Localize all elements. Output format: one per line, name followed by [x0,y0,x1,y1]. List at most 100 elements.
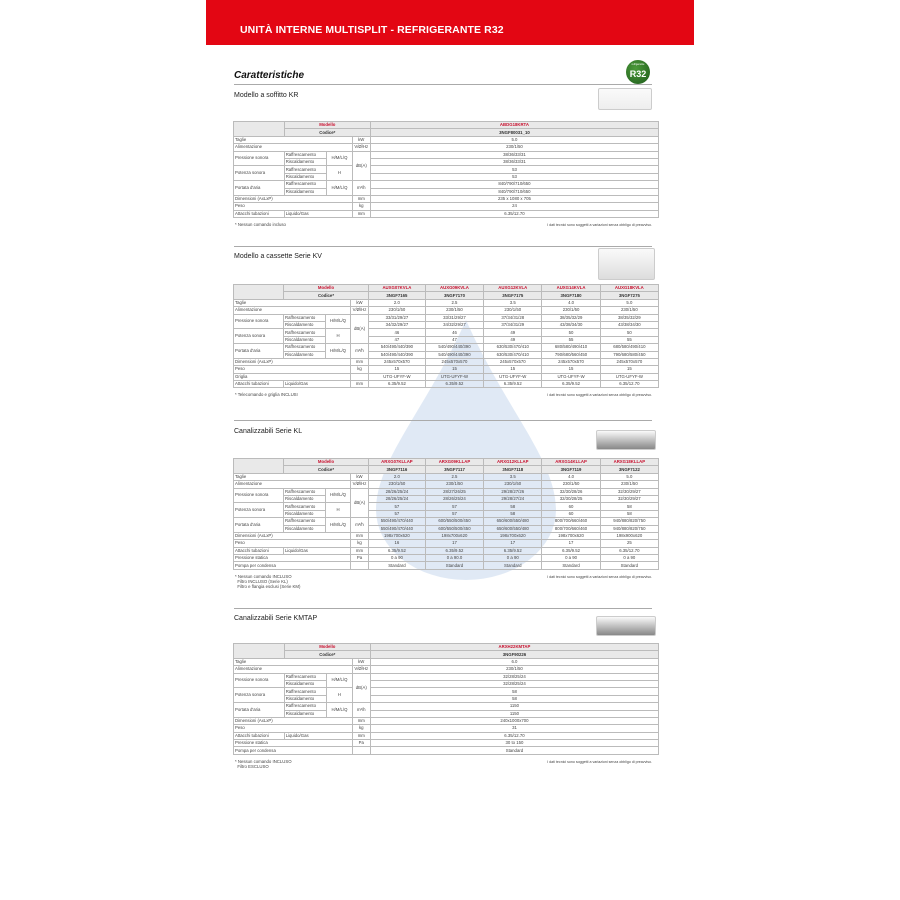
row-mode: H/M/L/Q [326,150,353,167]
model-code: 3NGF90226 [369,650,660,659]
row-sublabel: Liquido/Gas [283,209,353,219]
table-row: Portata d'aria Raffrescamento H/M/L/Q m³/h 8… [233,180,660,196]
cell-value: 47 [368,335,426,345]
row-unit: kg [351,202,371,211]
row-label: Pressione sonora [233,313,284,330]
row-sublabel: Raffrescamento [283,313,326,322]
row-sublabel: Riscaldamento [283,694,328,704]
cell-value: 6.0 [369,657,660,667]
cell-value: 34/32/29/27 [368,320,426,330]
cell-value: 38/35/32/29 [599,313,660,322]
cell-value: 940/880/820/750 [599,517,660,526]
row-mode: H [326,165,353,182]
cell-value: 230/1/50 [541,480,601,489]
row-mode: H/M/L/Q [326,702,353,718]
page-header-banner: UNITÀ INTERNE MULTISPLIT - REFRIGERANTE … [206,0,694,45]
cell-value: 53 [369,165,660,174]
row-label: Taglie [233,657,353,667]
cell-value: 37/34/31/28 [483,313,543,322]
cell-value: 198x700x620 [368,531,426,541]
row-sublabel: Raffrescamento [283,343,326,352]
table-row: Peso kg 16 17 17 17 25 [233,539,660,548]
cell-value: 37/34/31/29 [483,320,543,330]
cell-value: Standard [424,561,485,570]
cell-value: 230/1/50 [368,480,426,489]
model-name: ARXG07KLLAP [368,457,426,467]
table-row: Riscaldamento 57 57 58 60 58 [234,509,660,519]
cell-value: 17 [541,539,601,548]
cell-value: 28/27/26/25 [424,487,485,496]
cell-value: 230/1/50 [483,480,543,489]
cell-value: 230/1/50 [599,306,660,315]
row-label: Potenza sonora [233,502,284,519]
cell-value: 630/530/470/410 [483,343,543,352]
cell-value: 16 [368,539,426,548]
cell-value: 46 [424,328,485,337]
cell-value: 25 [599,539,660,548]
cell-value: 790/680/560/450 [541,350,601,359]
cell-value: 53 [369,172,660,182]
table-row: Attacchi tubazioni Liquido/Gas mm 6.35/9.52… [233,546,660,556]
cell-value: 6.35/9.52 [424,380,485,389]
cell-value: 198x700x620 [424,531,485,541]
cell-value: 6.35/12.70 [599,546,660,556]
row-label: Potenza sonora [233,687,285,704]
row-label: Taglie [233,135,353,145]
table-row: Pressione sonora Raffrescamento H/M/L/Q dB(… [233,150,660,182]
cell-value: 15 [541,365,601,374]
cell-value: 1150 [369,709,660,718]
table-row: Pressione sonora Raffrescamento H/M/L/Q dB(… [233,487,660,519]
cell-value: 43/38/34/30 [541,320,601,330]
cell-value: 5.0 [599,472,660,482]
row-unit: kg [351,724,371,733]
cell-value: 60 [541,502,601,511]
row-mode: H/M/L/Q [326,180,353,196]
table-row: Alimentazione V/Ø/Hz 230/1/50 [233,143,660,152]
cell-value: 28/26/25/24 [368,494,426,504]
footnote: * Nessun comando INCLUSO Filtro INCLUSO … [235,574,301,589]
model-name: ARXG14KLLAP [541,457,601,467]
row-sublabel: Raffrescamento [283,487,326,496]
footnote: * Nessun comando incluso [235,222,286,227]
disclaimer: I dati tecnici sono soggetti a variazion… [547,575,652,579]
cell-value: 230/1/50 [599,480,660,489]
row-label: Taglie [233,472,351,482]
model-name: ABDG18KRTA [369,120,660,130]
row-unit: kg [349,365,370,374]
cell-value: 230/1/50 [483,306,543,315]
row-unit: kW [349,472,370,482]
cell-value: 6.35/9.52 [483,380,543,389]
row-sublabel: Raffrescamento [283,150,328,159]
table-row: Riscaldamento 34/32/29/27 34/32/29/27 37/34… [234,320,660,330]
row-unit: m³/h [349,343,370,359]
row-unit: kW [349,298,370,308]
table-row: Portata d'aria Raffrescamento H/M/L/Q m³/h 1… [233,702,660,718]
row-sublabel: Liquido/Gas [283,731,353,741]
cell-value: 47 [424,335,485,345]
cell-value: 6.35/9.52 [368,380,426,389]
cell-value: 43/38/34/30 [599,320,660,330]
cell-value: 17 [483,539,543,548]
cell-value: 58 [599,502,660,511]
cell-value: 6.35/12.70 [369,731,660,741]
code-label: Codice* [282,291,370,300]
table-row: Dimensioni (AxLxP) mm 198x700x620 198x700x6… [233,531,660,541]
row-unit: mm [351,209,371,219]
row-sublabel: Raffrescamento [283,517,326,526]
row-sublabel: Raffrescamento [283,672,328,681]
table-row: Portata d'aria Raffrescamento H/M/L/Q m³/h 5… [233,517,660,533]
row-mode: H [325,502,351,519]
cell-value: 6.35/12.70 [369,209,660,219]
row-unit: kW [351,135,371,145]
cell-value: 32/30/28/26 [541,487,601,496]
cell-value: 32/30/28/25 [541,494,601,504]
row-mode: H [326,687,353,704]
table-row: Pressione sonora Raffrescamento H/M/L/Q dB(… [233,672,660,704]
indoor-unit-image [596,430,656,450]
cell-value: 30 to 150 [369,739,660,748]
row-sublabel: Riscaldamento [283,335,326,345]
row-sublabel: Riscaldamento [283,494,326,504]
cell-value: 0 a 90 [599,554,660,563]
cell-value: 55 [599,335,660,345]
table-row: Riscaldamento 53 [234,172,660,182]
